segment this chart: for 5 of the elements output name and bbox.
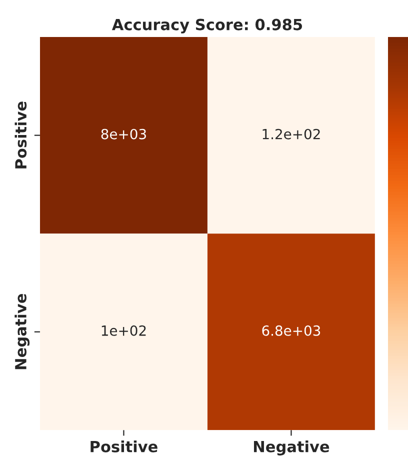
chart-title: Accuracy Score: 0.985 [112,18,302,34]
data-label: 6.8e+03 [262,325,320,336]
data-label: 1.2e+02 [262,128,320,140]
data-label: 8e+03 [101,128,146,140]
data-label: 1e+02 [102,325,146,336]
